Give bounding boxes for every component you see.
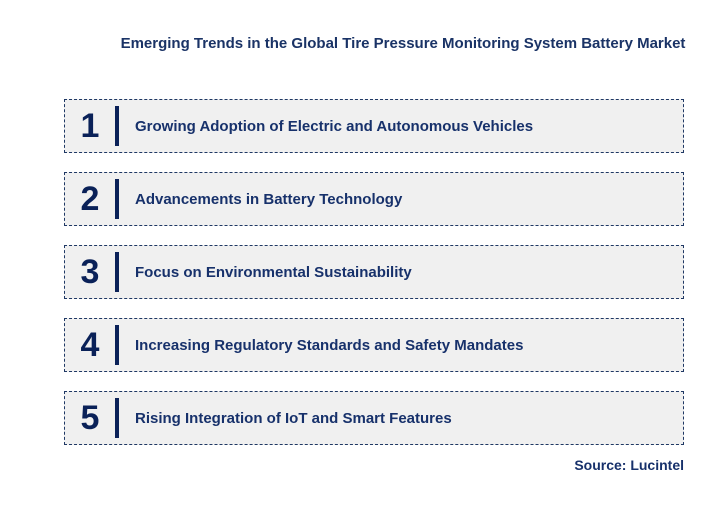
- divider-bar: [115, 252, 119, 292]
- divider-bar: [115, 179, 119, 219]
- divider-bar: [115, 398, 119, 438]
- divider-bar: [115, 325, 119, 365]
- trend-label: Growing Adoption of Electric and Autonom…: [135, 117, 534, 135]
- trend-item-5: 5 Rising Integration of IoT and Smart Fe…: [64, 391, 684, 445]
- trend-number: 1: [80, 106, 100, 145]
- trend-label: Rising Integration of IoT and Smart Feat…: [135, 409, 452, 427]
- trend-item-1: 1 Growing Adoption of Electric and Auton…: [64, 99, 684, 153]
- divider-bar: [115, 106, 119, 146]
- trend-item-2: 2 Advancements in Battery Technology: [64, 172, 684, 226]
- source-attribution: Source: Lucintel: [574, 457, 684, 473]
- trend-number: 4: [80, 325, 100, 364]
- trend-number: 5: [80, 398, 100, 437]
- trend-number: 3: [80, 252, 100, 291]
- page-title: Emerging Trends in the Global Tire Press…: [120, 35, 686, 52]
- trend-label: Advancements in Battery Technology: [135, 190, 403, 208]
- trend-label: Increasing Regulatory Standards and Safe…: [135, 336, 524, 354]
- trend-label: Focus on Environmental Sustainability: [135, 263, 412, 281]
- trend-item-3: 3 Focus on Environmental Sustainability: [64, 245, 684, 299]
- trend-number: 2: [80, 179, 100, 218]
- trend-list: 1 Growing Adoption of Electric and Auton…: [64, 99, 684, 464]
- trend-item-4: 4 Increasing Regulatory Standards and Sa…: [64, 318, 684, 372]
